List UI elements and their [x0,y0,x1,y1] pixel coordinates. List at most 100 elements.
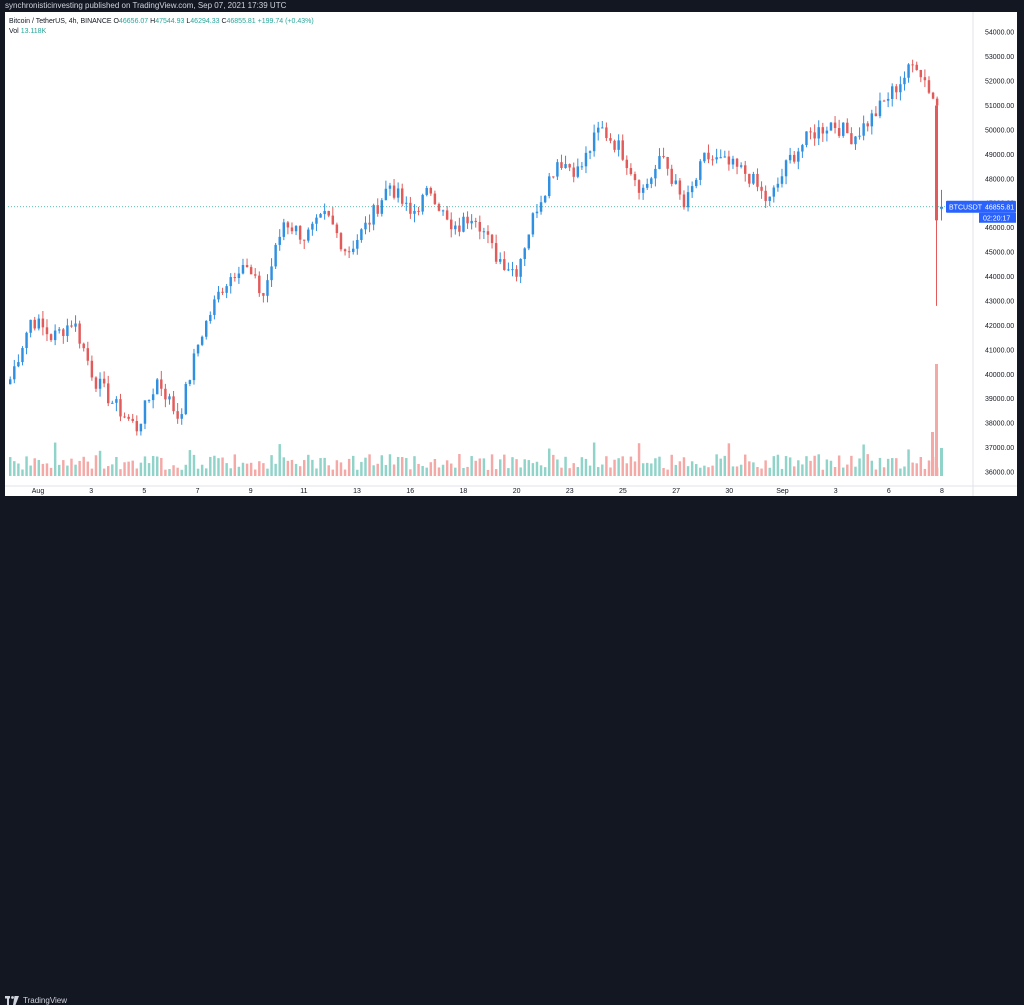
volume-bar [184,464,188,476]
volume-bar [135,468,139,476]
volume-bar [474,460,477,476]
tradingview-icon [5,996,19,1005]
volume-bar [164,469,167,476]
candle-body [139,423,143,432]
candle-body [298,225,302,240]
legend-change: +199.74 (+0.43%) [257,18,314,25]
candle-body [307,229,310,241]
x-tick-label: 23 [566,488,574,495]
volume-bar [249,462,253,476]
volume-bar [503,454,506,476]
volume-bar [678,461,682,476]
candle-body [45,327,49,335]
volume-bar [262,463,265,476]
chart-panel[interactable] [5,12,1017,496]
volume-bar [376,463,379,476]
volume-bar [49,467,53,476]
volume-bar [307,454,310,476]
legend-open-label: O [113,18,119,25]
candle-body [339,233,343,250]
volume-bar [654,458,657,476]
candle-body [225,286,228,293]
candle-body [262,293,265,296]
volume-bar [768,467,771,476]
candle-body [360,229,363,240]
candle-body [490,234,494,244]
volume-bar [605,456,608,476]
candle-body [801,145,804,152]
volume-bar [421,465,424,476]
candle-body [445,210,449,220]
candle-body [156,379,159,395]
candle-body [923,77,927,81]
volume-bar [315,468,318,476]
candle-body [499,259,502,262]
candle-body [119,399,122,417]
candle-body [450,219,453,230]
volume-bar [335,460,339,476]
volume-bar [833,466,837,476]
candle-body [752,173,755,184]
candle-body [368,222,371,225]
candle-body [723,156,727,158]
volume-bar [58,464,61,476]
candle-body [164,388,167,400]
volume-bar [507,468,510,476]
x-tick-label: 20 [513,488,521,495]
price-tag-value: 46855.81 [985,204,1014,211]
candle-body [294,225,298,232]
candle-body [192,353,196,381]
volume-bar [33,458,36,476]
volume-bar [53,442,57,476]
volume-bar [556,459,559,476]
candle-body [454,225,457,230]
volume-bar [886,458,890,476]
y-tick-label: 48000.00 [985,176,1014,183]
volume-bar [278,444,281,476]
x-tick-label: Aug [32,488,45,495]
y-tick-label: 52000.00 [985,79,1014,86]
candle-body [637,180,641,193]
y-tick-label: 42000.00 [985,323,1014,330]
volume-bar [482,458,486,476]
volume-bar [923,468,927,476]
volume-bar [874,469,878,476]
volume-bar [584,458,588,476]
candle-body [437,204,441,211]
x-tick-label: 3 [89,488,93,495]
legend-open: 46656.07 [119,18,149,25]
candle-body [523,248,526,260]
volume-bar [94,455,98,476]
y-tick-label: 51000.00 [985,103,1014,110]
volume-bar [160,457,163,476]
tradingview-logo[interactable]: TradingView [5,996,67,1005]
candle-body [617,140,620,150]
countdown-text: 02:20:17 [983,215,1010,222]
volume-bar [294,463,298,476]
candle-body [539,202,543,212]
candle-body [891,86,894,99]
tradingview-brand: TradingView [23,996,68,1005]
candle-body [409,202,412,214]
candle-body [180,414,183,419]
candle-body [629,168,633,175]
volume-bar [437,467,441,476]
volume-bar [592,442,596,476]
candle-body [241,265,245,274]
candle-body [678,180,682,195]
candle-body [862,123,865,136]
volume-bar [715,454,718,476]
volume-bar [735,466,739,476]
candle-body [511,269,514,271]
candle-body [886,98,890,101]
candle-body [29,319,32,333]
y-tick-label: 41000.00 [985,347,1014,354]
candle-body [486,231,490,235]
candle-body [205,321,208,337]
candlestick-chart[interactable]: 54000.00 53000.00 52000.00 51000.00 50000.00… [5,12,1017,496]
volume-bar [470,456,473,476]
candle-body [229,277,232,287]
candle-body [17,362,20,367]
candle-body [290,227,294,232]
candle-body [650,178,653,184]
